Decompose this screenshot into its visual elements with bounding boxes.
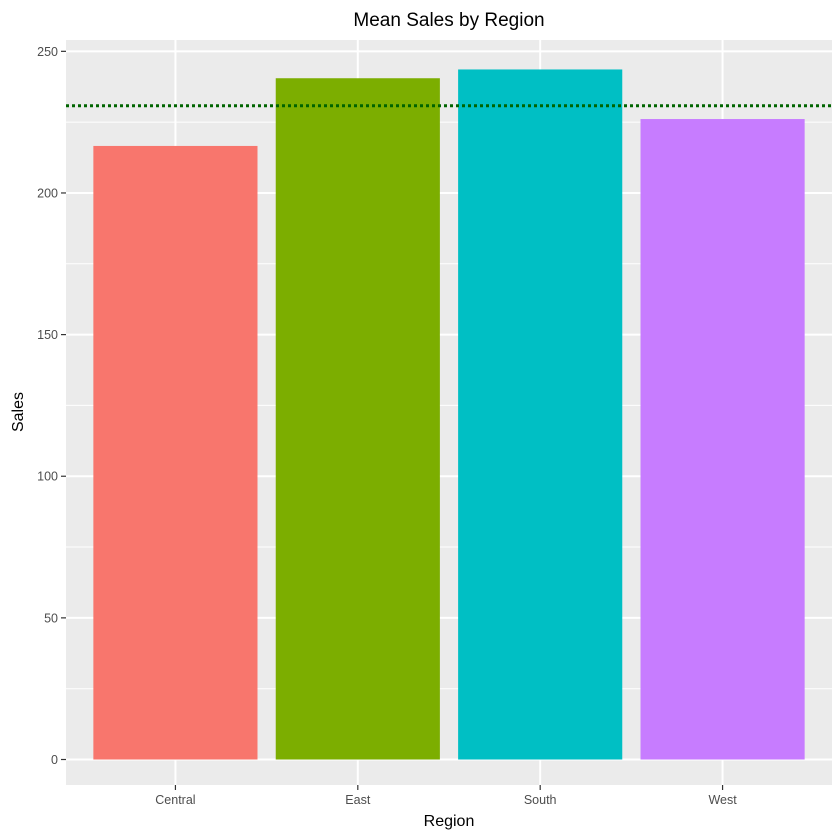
- y-tick-label: 50: [44, 611, 58, 625]
- x-tick-label: West: [708, 793, 737, 807]
- bar-south: [458, 69, 623, 760]
- y-tick-label: 150: [37, 328, 58, 342]
- y-tick-label: 250: [37, 45, 58, 59]
- y-axis-title: Sales: [10, 392, 27, 432]
- x-tick-label: Central: [155, 793, 195, 807]
- chart-title: Mean Sales by Region: [353, 10, 544, 31]
- x-axis-title: Region: [424, 813, 475, 830]
- y-tick-label: 200: [37, 186, 58, 200]
- x-tick-label: East: [345, 793, 371, 807]
- y-tick-label: 0: [51, 753, 58, 767]
- bar-central: [93, 145, 258, 760]
- x-tick-label: South: [524, 793, 557, 807]
- y-axis: 0 50 100 150 200 250: [37, 45, 66, 767]
- bar-west: [640, 119, 805, 760]
- bar-east: [275, 78, 440, 760]
- x-axis: Central East South West: [155, 785, 737, 807]
- y-tick-label: 100: [37, 470, 58, 484]
- bars: [93, 69, 805, 760]
